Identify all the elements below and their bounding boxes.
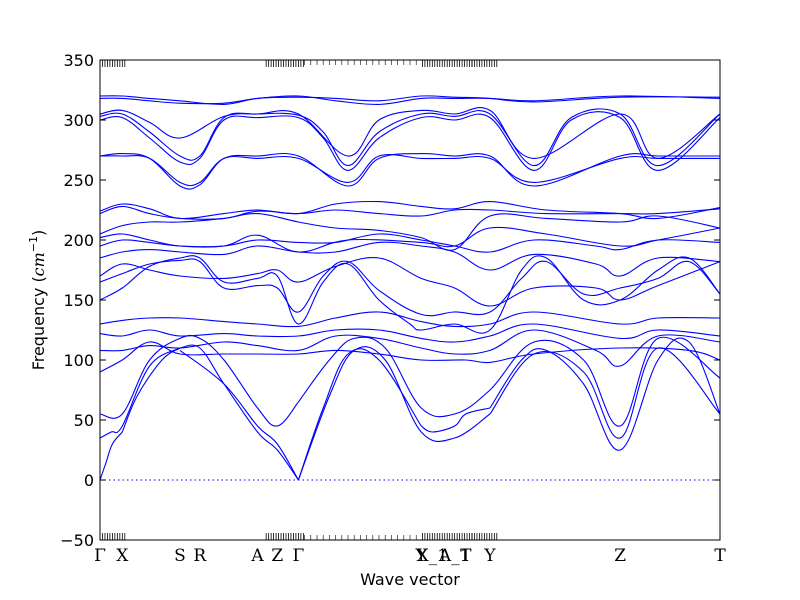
band-line-22: [99, 226, 721, 253]
band-line-29: [99, 108, 721, 167]
high-symmetry-label: S: [174, 546, 186, 566]
y-tick-label: 150: [63, 291, 94, 310]
y-tick-label: −50: [60, 531, 94, 550]
high-symmetry-label: A_1: [438, 546, 471, 566]
band-line-30: [99, 107, 721, 159]
band-line-19: [99, 257, 721, 307]
y-tick-label: 300: [63, 111, 94, 130]
y-axis-title-close: ): [29, 230, 48, 236]
high-symmetry-label: T: [460, 546, 472, 566]
y-axis-title: Frequency (cm−1): [27, 230, 48, 371]
y-tick-label: 100: [63, 351, 94, 370]
band-line-11: [99, 334, 299, 427]
high-symmetry-label: Z: [614, 546, 626, 566]
band-line-23: [99, 213, 721, 251]
x-axis: Γ X S R A Z Γ YX_1A_1T Y Z T: [94, 546, 726, 566]
high-symmetry-label: T: [714, 546, 726, 566]
bands-layer: [99, 95, 721, 481]
band-line-7: [99, 347, 181, 439]
y-tick-label: 50: [74, 411, 94, 430]
band-line-20: [99, 241, 721, 277]
y-tick-label: 200: [63, 231, 94, 250]
band-line-21: [99, 233, 721, 253]
band-line-9: [297, 346, 491, 481]
high-symmetry-label: Y: [415, 546, 428, 566]
band-line-27: [99, 152, 720, 190]
band-line-10: [489, 347, 721, 439]
band-line-8: [179, 349, 299, 481]
y-tick-label: 250: [63, 171, 94, 190]
high-symmetry-label: Y: [483, 546, 496, 566]
band-line-18: [99, 258, 721, 317]
band-line-28: [99, 111, 721, 171]
y-axis-title-text: Frequency (: [29, 276, 48, 370]
band-line-16: [99, 311, 721, 328]
y-axis-title-unit: cm: [29, 252, 48, 276]
high-symmetry-label: Γ: [94, 546, 106, 566]
y-axis-title-exponent: −1: [27, 236, 40, 252]
band-line-13: [99, 341, 721, 373]
band-line-31: [99, 95, 721, 105]
high-symmetry-label: Γ: [293, 546, 305, 566]
band-line-4: [297, 348, 422, 481]
y-axis: −50 0 50 100 150 200 250 300 350: [60, 51, 720, 550]
y-tick-label: 0: [84, 471, 94, 490]
band-line-12: [297, 336, 721, 427]
band-line-32: [99, 95, 721, 105]
band-line-24: [99, 205, 721, 220]
band-line-1: [99, 431, 123, 481]
band-line-26: [99, 153, 720, 187]
y-tick-label: 350: [63, 51, 94, 70]
band-line-14: [99, 329, 721, 367]
plot-frame: [99, 59, 721, 541]
band-line-17: [99, 255, 721, 334]
band-line-3: [179, 344, 299, 481]
band-line-2: [121, 347, 181, 433]
kpoint-ticks: [99, 60, 498, 540]
band-line-5: [420, 407, 491, 433]
x-axis-title: Wave vector: [360, 570, 460, 589]
band-line-25: [99, 200, 721, 220]
band-line-15: [99, 323, 721, 343]
high-symmetry-label: X_1: [417, 546, 448, 566]
high-symmetry-label: X: [116, 546, 129, 566]
high-symmetry-label: Z: [271, 546, 283, 566]
high-symmetry-label: A: [250, 546, 264, 566]
high-symmetry-label: R: [193, 546, 207, 566]
